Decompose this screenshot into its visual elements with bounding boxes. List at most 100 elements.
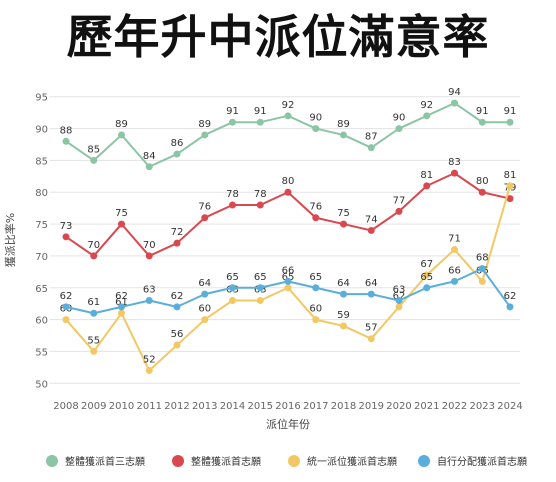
data-label: 66 [282,265,295,276]
data-label: 55 [87,335,100,346]
data-point [395,125,403,133]
data-point [478,277,486,285]
data-label: 83 [448,157,461,168]
data-point [90,309,98,317]
data-label: 52 [143,355,156,366]
data-label: 80 [282,176,295,187]
data-point [451,99,458,107]
y-axis-label: 獲派比率% [3,213,17,267]
data-label: 92 [282,100,295,111]
data-point [118,309,125,317]
y-tick-label: 95 [35,93,48,104]
data-label: 61 [87,297,100,308]
data-point [62,303,70,311]
data-label: 60 [309,304,322,315]
data-label: 65 [254,272,267,283]
y-tick-label: 60 [35,316,48,327]
data-point [173,239,181,247]
data-label: 72 [171,227,184,238]
data-label: 64 [198,278,211,289]
data-point [256,296,264,304]
data-label: 68 [476,253,489,264]
chart-title: 歷年升中派位滿意率 [66,10,490,64]
data-point [201,131,209,139]
data-label: 70 [87,240,100,251]
data-point [62,233,70,241]
data-label: 77 [393,195,406,206]
legend-label: 整體獲派首三志願 [65,455,145,468]
data-point [340,131,347,139]
y-tick-label: 90 [35,125,48,136]
data-point [423,112,431,120]
data-point [340,322,347,330]
data-label: 81 [504,170,517,181]
data-label: 88 [60,125,73,136]
data-point [395,207,403,215]
data-point [145,296,153,304]
x-tick-label: 2009 [81,401,106,412]
data-point [90,252,98,260]
y-tick-label: 75 [35,220,48,231]
data-label: 62 [504,291,517,302]
data-point [62,316,70,324]
series-group: 88 85 89 84 86 89 91 91 92 90 89 87 90 92 94 91 91 73 70 75… [60,87,517,375]
data-label: 62 [393,291,406,302]
y-tick-label: 80 [35,188,48,199]
legend-label: 自行分配獲派首志願 [437,455,527,468]
data-label: 65 [420,272,433,283]
data-point [284,277,292,285]
data-label: 91 [254,106,267,117]
data-label: 89 [198,119,211,130]
data-label: 62 [171,291,184,302]
data-point [173,341,181,349]
data-point [478,265,486,273]
x-tick-label: 2018 [331,401,356,412]
data-point [229,201,236,209]
data-point [451,169,458,177]
data-point [201,290,209,298]
data-label: 87 [365,132,378,143]
data-point [229,296,236,304]
data-label: 60 [198,304,211,315]
data-label: 57 [365,323,378,334]
x-tick-label: 2024 [497,401,522,412]
data-label: 91 [226,106,239,117]
data-label: 84 [143,151,156,162]
y-tick-label: 50 [35,379,48,390]
data-point [118,220,125,228]
x-tick-label: 2014 [220,401,245,412]
data-point [173,150,181,158]
legend-label: 統一派位獲派首志願 [307,455,397,468]
data-point [451,246,458,254]
data-point [395,296,403,304]
data-label: 81 [420,170,433,181]
data-point [395,303,403,311]
data-label: 94 [448,87,461,98]
data-point [284,284,292,292]
data-point [284,112,292,120]
data-point [62,137,70,145]
data-point [506,303,514,311]
data-label: 78 [226,189,239,200]
data-label: 75 [115,208,128,219]
data-label: 89 [115,119,128,130]
data-label: 78 [254,189,267,200]
data-point [118,131,125,139]
data-point [506,118,514,126]
data-point [367,144,375,152]
data-label: 86 [171,138,184,149]
x-tick-label: 2015 [248,401,273,412]
data-label: 90 [309,113,322,124]
y-tick-label: 55 [35,347,48,358]
legend: 整體獲派首三志願 整體獲派首志願 統一派位獲派首志願 自行分配獲派首志願 [46,455,527,468]
data-label: 90 [393,113,406,124]
x-axis-label: 派位年份 [266,417,310,431]
data-point [478,188,486,196]
data-label: 80 [476,176,489,187]
data-point [118,303,125,311]
x-tick-label: 2012 [164,401,189,412]
data-point [145,163,153,171]
data-label: 61 [115,297,128,308]
x-tick-label: 2011 [137,401,162,412]
